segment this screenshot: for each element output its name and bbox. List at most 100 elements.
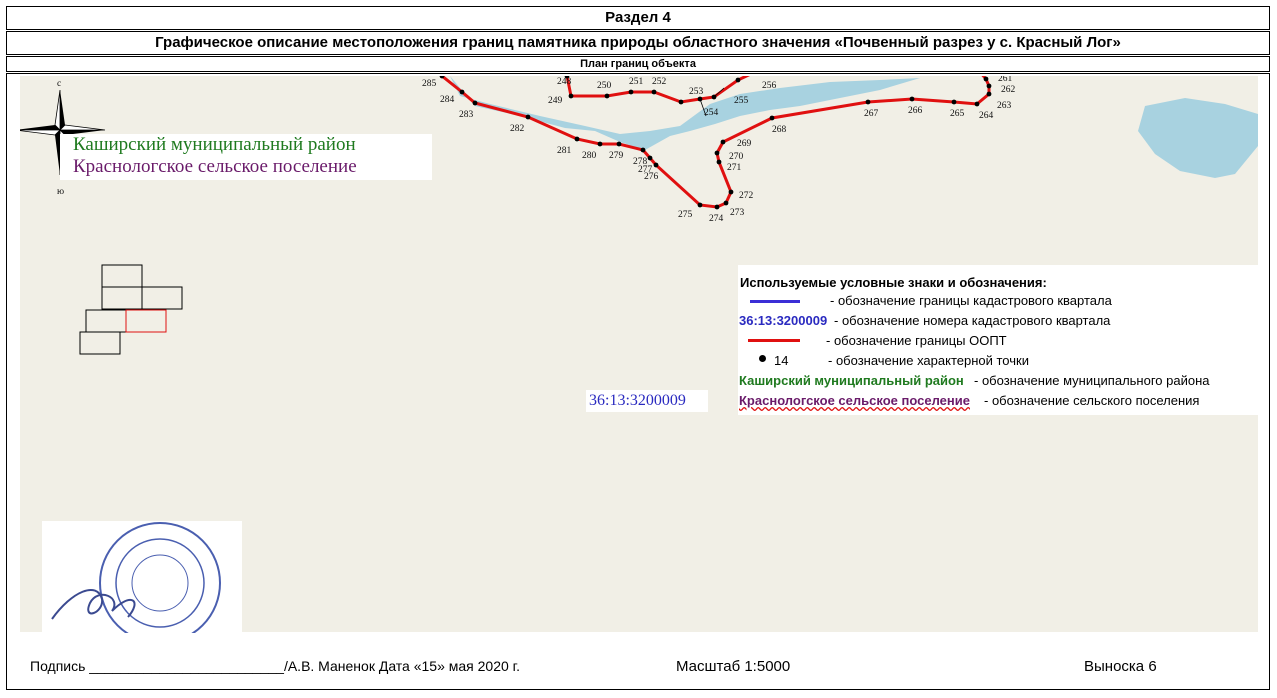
- legend-sample: 36:13:3200009: [739, 313, 828, 328]
- point-marker-285: [439, 76, 445, 79]
- point-marker-265: [951, 99, 957, 105]
- section-title: Раздел 4: [6, 6, 1270, 30]
- point-label-265: 265: [950, 109, 965, 119]
- compass-south-label: ю: [57, 187, 64, 197]
- point-marker-261: [983, 76, 989, 82]
- point-label-275: 275: [678, 210, 693, 220]
- point-marker-251: [628, 89, 634, 95]
- legend-text: - обозначение номера кадастрового кварта…: [834, 313, 1111, 328]
- point-label-256: 256: [762, 81, 777, 91]
- point-label-264: 264: [979, 111, 994, 121]
- point-label-285: 285: [422, 79, 437, 89]
- point-label-268: 268: [772, 125, 787, 135]
- river: [450, 76, 920, 150]
- point-marker-278: [640, 147, 646, 153]
- point-label-251: 251: [629, 77, 644, 87]
- settlement-name: Краснологское сельское поселение: [73, 156, 357, 177]
- point-marker-280: [597, 141, 603, 147]
- point-marker-283: [472, 100, 478, 106]
- red-line-icon: [748, 339, 800, 342]
- point-marker-275: [697, 202, 703, 208]
- map-area: с ю 248 249 250 251 252 253 254 255 256 261 262 263…: [20, 76, 1259, 633]
- plan-title: План границ объекта: [6, 56, 1270, 72]
- callout-label: Выноска 6: [1084, 658, 1157, 675]
- point-marker-256: [735, 77, 741, 83]
- point-label-269: 269: [737, 139, 752, 149]
- point-marker-270: [714, 150, 720, 156]
- lake: [1138, 98, 1258, 178]
- point-marker-276: [653, 162, 659, 168]
- point-label-267: 267: [864, 109, 879, 119]
- legend-text: - обозначение сельского поселения: [984, 393, 1200, 408]
- point-marker-268: [769, 115, 775, 121]
- point-marker-254: [697, 96, 703, 102]
- point-marker-252: [651, 89, 657, 95]
- point-label-252: 252: [652, 77, 667, 87]
- legend: Используемые условные знаки и обозначени…: [738, 265, 1259, 415]
- point-label-284: 284: [440, 95, 455, 105]
- legend-text: - обозначение границы ООПТ: [826, 333, 1007, 348]
- legend-sample: 14: [774, 353, 789, 368]
- point-marker-248: [564, 76, 570, 79]
- point-marker-262: [986, 83, 992, 89]
- legend-sample: Краснологское сельское поселение: [739, 393, 970, 408]
- point-label-273: 273: [730, 208, 745, 218]
- scale-label: Масштаб 1:5000: [676, 658, 791, 675]
- point-label-274: 274: [709, 214, 724, 224]
- point-marker-249: [568, 93, 574, 99]
- point-label-276: 276: [644, 172, 659, 182]
- point-marker-279: [616, 141, 622, 147]
- point-label-250: 250: [597, 81, 612, 91]
- point-marker-263: [986, 91, 992, 97]
- district-name: Каширский муниципальный район: [73, 134, 356, 155]
- leader-line: [699, 98, 707, 117]
- point-marker-icon: [759, 355, 766, 362]
- cadastral-blocks: [79, 264, 183, 355]
- legend-text: - обозначение муниципального района: [974, 373, 1210, 388]
- point-label-272: 272: [739, 191, 754, 201]
- point-marker-250: [604, 93, 610, 99]
- point-label-278: 278: [633, 157, 648, 167]
- point-label-281: 281: [557, 146, 572, 156]
- point-marker-267: [865, 99, 871, 105]
- stamp-seal-icon: [51, 522, 221, 633]
- point-label-280: 280: [582, 151, 597, 161]
- compass-north-label: с: [57, 79, 61, 89]
- point-label-270: 270: [729, 152, 744, 162]
- legend-title: Используемые условные знаки и обозначени…: [740, 275, 1047, 290]
- point-marker-273: [723, 200, 729, 206]
- point-label-255: 255: [734, 96, 749, 106]
- district-label-box: Каширский муниципальный район Краснологс…: [60, 134, 432, 180]
- legend-text: - обозначение характерной точки: [828, 353, 1029, 368]
- point-marker-264: [974, 101, 980, 107]
- point-marker-284: [459, 89, 465, 95]
- point-label-277: 277: [638, 165, 653, 175]
- point-label-282: 282: [510, 124, 525, 134]
- point-marker-277: [647, 155, 653, 161]
- point-label-248: 248: [557, 77, 572, 87]
- point-marker-274: [714, 204, 720, 210]
- point-label-253: 253: [689, 87, 704, 97]
- point-label-261: 261: [998, 76, 1013, 84]
- point-marker-272: [728, 189, 734, 195]
- point-marker-269: [720, 139, 726, 145]
- point-label-266: 266: [908, 106, 923, 116]
- point-label-271: 271: [727, 163, 742, 173]
- point-label-279: 279: [609, 151, 624, 161]
- point-label-283: 283: [459, 110, 474, 120]
- point-marker-255: [711, 94, 717, 100]
- point-label-249: 249: [548, 96, 563, 106]
- document-title: Графическое описание местоположения гран…: [6, 31, 1270, 55]
- legend-text: - обозначение границы кадастрового кварт…: [830, 293, 1112, 308]
- point-label-262: 262: [1001, 85, 1016, 95]
- legend-sample: Каширский муниципальный район: [739, 373, 964, 388]
- point-marker-271: [716, 159, 722, 165]
- blue-line-icon: [750, 300, 800, 303]
- cadastral-number-label: 36:13:3200009: [586, 390, 708, 412]
- signature-line: Подпись _________________________/А.В. М…: [30, 658, 520, 674]
- point-label-254: 254: [704, 108, 719, 118]
- point-marker-253: [678, 99, 684, 105]
- footer: Подпись _________________________/А.В. М…: [6, 656, 1270, 680]
